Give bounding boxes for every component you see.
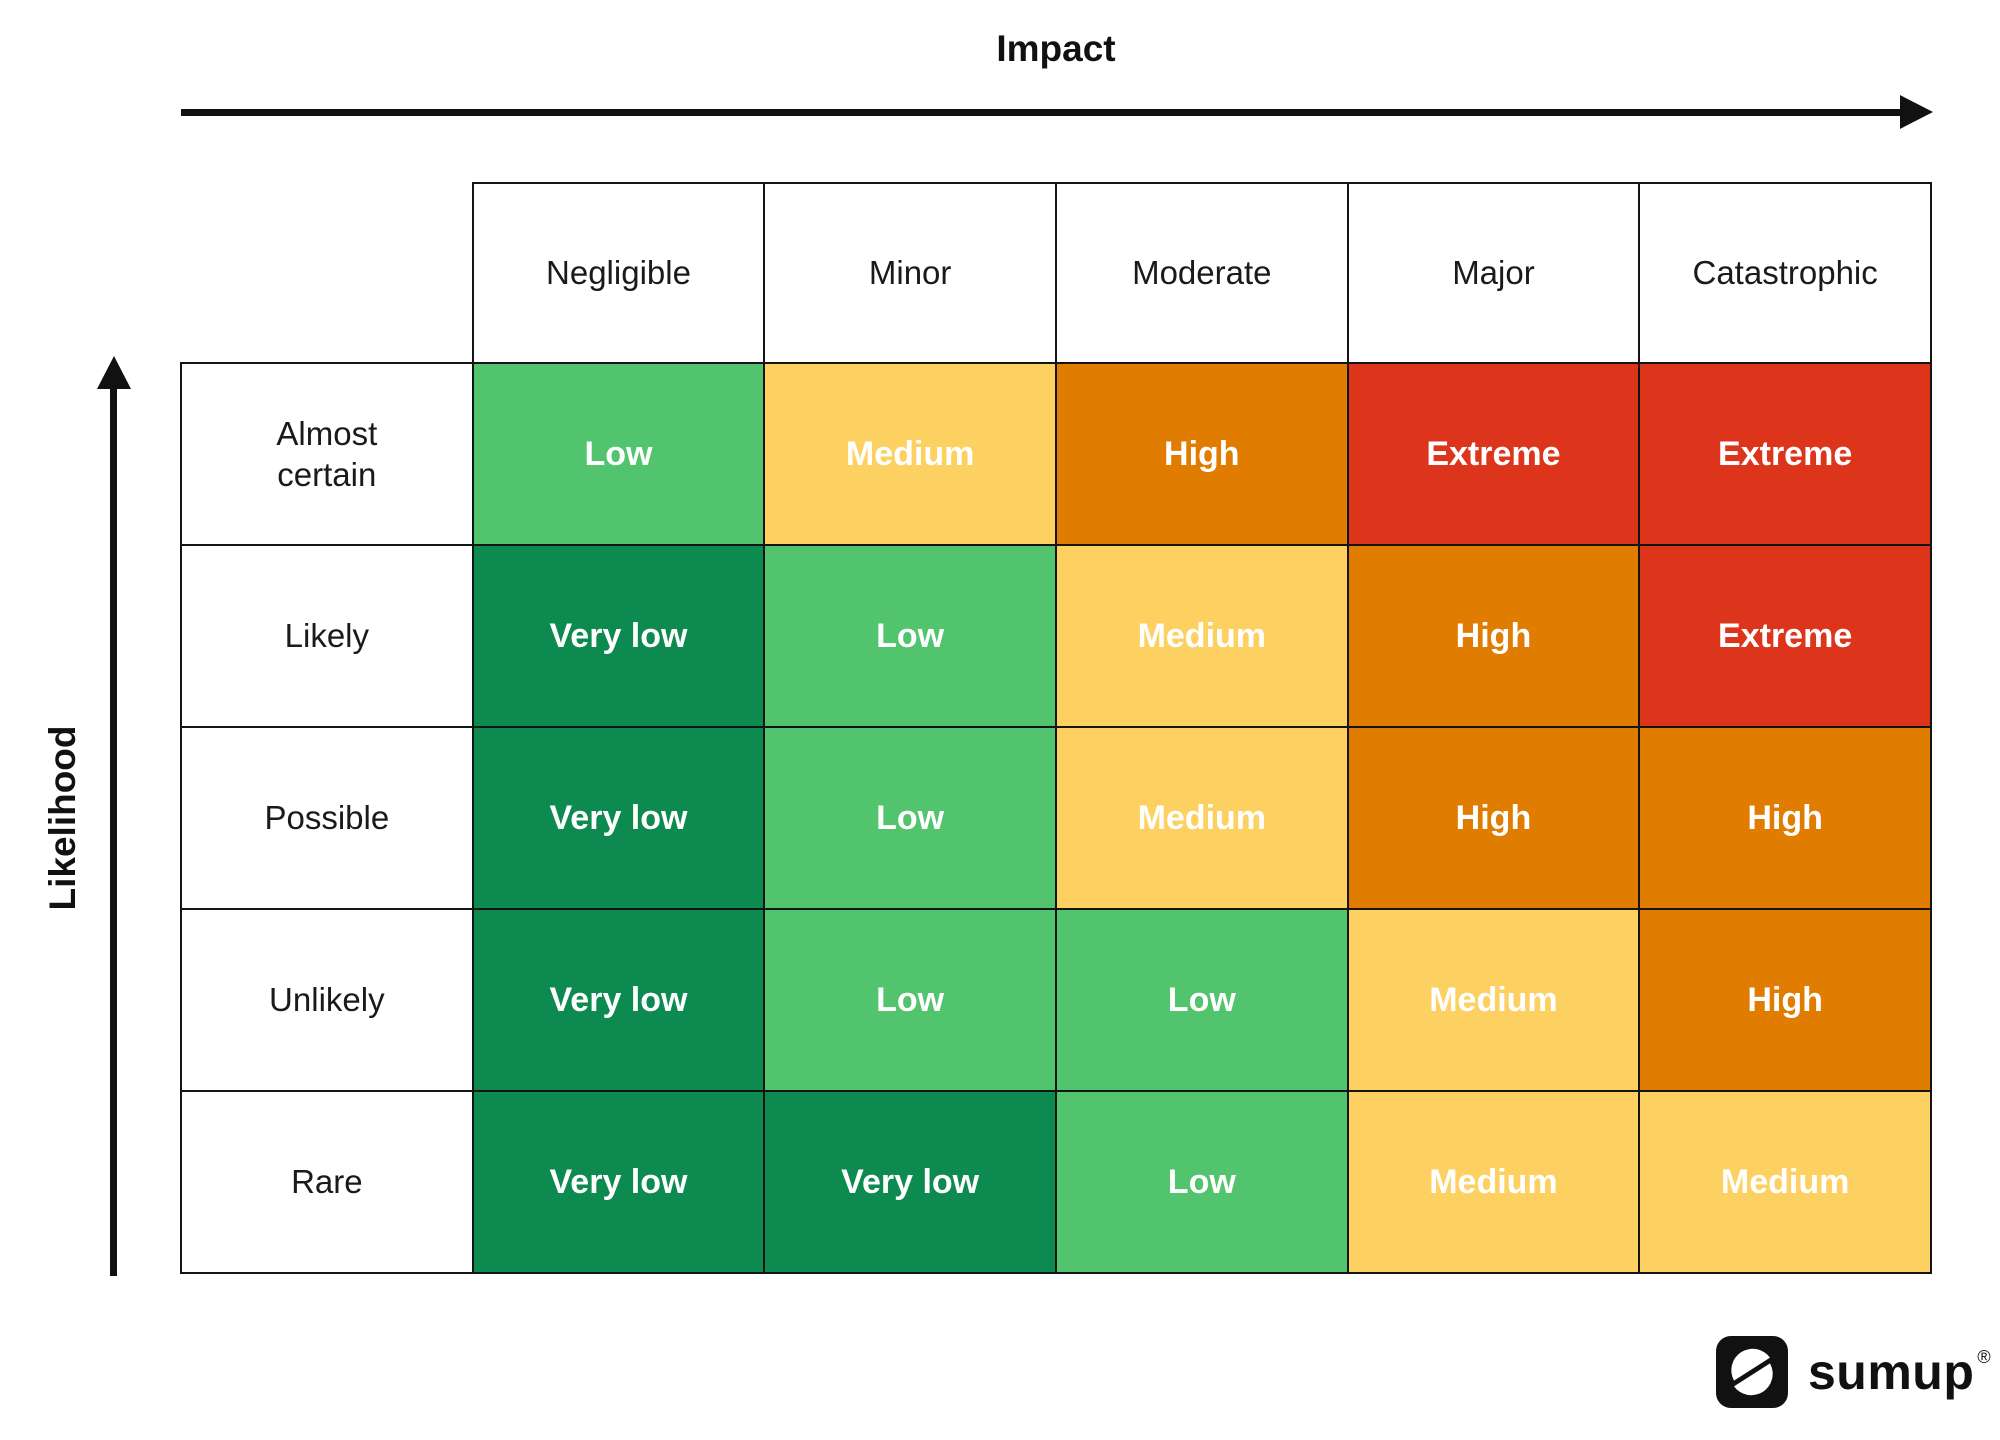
impact-axis-arrow: [181, 109, 1903, 116]
sumup-brand-text: sumup: [1808, 1344, 1975, 1400]
risk-cell: Very low: [471, 1090, 766, 1274]
column-header-negligible: Negligible: [471, 182, 766, 364]
row-label-possible: Possible: [180, 726, 474, 910]
risk-cell: Very low: [471, 544, 766, 728]
sumup-logo: sumup ®: [1716, 1336, 1991, 1408]
row-label-rare: Rare: [180, 1090, 474, 1274]
risk-cell: Extreme: [1638, 544, 1932, 728]
column-header-major: Major: [1346, 182, 1641, 364]
risk-cell: Medium: [1054, 726, 1349, 910]
matrix-row: Almost certain Low Medium High Extreme Extrem…: [180, 362, 1932, 546]
risk-cell: Very low: [471, 908, 766, 1092]
risk-cell: Medium: [1346, 908, 1641, 1092]
likelihood-axis-title: Likelihood: [42, 725, 83, 911]
risk-cell: Medium: [1638, 1090, 1932, 1274]
row-label-likely: Likely: [180, 544, 474, 728]
risk-cell: High: [1054, 362, 1349, 546]
risk-cell: High: [1346, 544, 1641, 728]
risk-cell: Extreme: [1346, 362, 1641, 546]
sumup-wordmark: sumup ®: [1808, 1343, 1991, 1401]
risk-cell: Medium: [763, 362, 1057, 546]
risk-cell: High: [1346, 726, 1641, 910]
matrix-row: Possible Very low Low Medium High High: [180, 726, 1932, 910]
row-label-unlikely: Unlikely: [180, 908, 474, 1092]
risk-cell: Low: [763, 726, 1057, 910]
risk-cell: High: [1638, 908, 1932, 1092]
likelihood-axis-arrow: [110, 386, 117, 1276]
risk-cell: Medium: [1054, 544, 1349, 728]
risk-cell: Low: [1054, 1090, 1349, 1274]
risk-cell: Very low: [763, 1090, 1057, 1274]
matrix-row: Likely Very low Low Medium High Extreme: [180, 544, 1932, 728]
row-label-almost-certain: Almost certain: [180, 362, 474, 546]
impact-axis-title: Impact: [996, 28, 1116, 69]
matrix-row: Unlikely Very low Low Low Medium High: [180, 908, 1932, 1092]
corner-cell: [181, 183, 473, 363]
column-header-minor: Minor: [763, 182, 1057, 364]
header-row: Negligible Minor Moderate Major Catastrophic: [181, 182, 1932, 364]
sumup-logo-icon: [1716, 1336, 1788, 1408]
impact-axis-arrowhead-icon: [1900, 95, 1933, 129]
risk-cell: Medium: [1346, 1090, 1641, 1274]
risk-cell: Very low: [471, 726, 766, 910]
risk-cell: Low: [1054, 908, 1349, 1092]
risk-cell: High: [1638, 726, 1932, 910]
risk-matrix-table: Negligible Minor Moderate Major Catastrophic…: [180, 182, 1932, 1274]
matrix-row: Rare Very low Very low Low Medium Medium: [180, 1090, 1932, 1274]
risk-cell: Extreme: [1638, 362, 1932, 546]
likelihood-axis-arrowhead-icon: [97, 356, 131, 389]
risk-cell: Low: [763, 908, 1057, 1092]
risk-cell: Low: [471, 362, 766, 546]
risk-cell: Low: [763, 544, 1057, 728]
column-header-moderate: Moderate: [1054, 182, 1349, 364]
column-header-catastrophic: Catastrophic: [1638, 182, 1932, 364]
registered-trademark-symbol: ®: [1977, 1347, 1992, 1367]
